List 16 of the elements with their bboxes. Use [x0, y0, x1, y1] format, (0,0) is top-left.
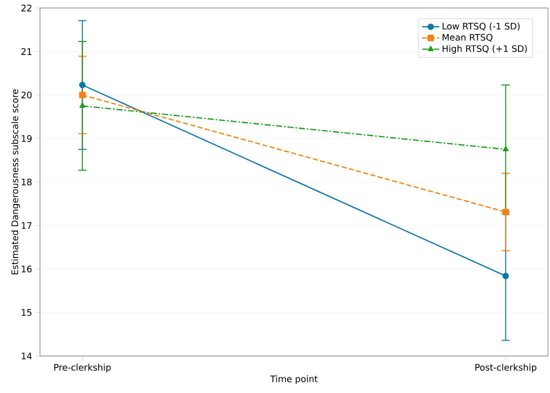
x-axis-title: Time point	[270, 375, 318, 384]
y-tick-label: 14	[22, 352, 32, 360]
legend-label: Mean RTSQ	[442, 34, 492, 42]
y-tick-label: 17	[22, 222, 32, 229]
x-tick-label: Pre-clerkship	[54, 364, 111, 372]
y-tick-label: 16	[22, 266, 32, 272]
y-tick-label: 20	[21, 92, 32, 98]
y-tick-label: 21	[21, 48, 32, 55]
x-tick-label: Post-clerkship	[475, 364, 536, 372]
y-tick-label: 19	[22, 135, 32, 142]
y-tick-label: 18	[22, 178, 32, 186]
y-tick-label: 22	[21, 4, 32, 12]
y-axis-title: Estimated Dangerousness subscale score	[11, 89, 20, 274]
y-tick-label: 15	[22, 309, 32, 316]
legend-label: High RTSQ (+1 SD)	[442, 45, 527, 54]
legend-label: Low RTSQ (-1 SD)	[442, 22, 520, 31]
